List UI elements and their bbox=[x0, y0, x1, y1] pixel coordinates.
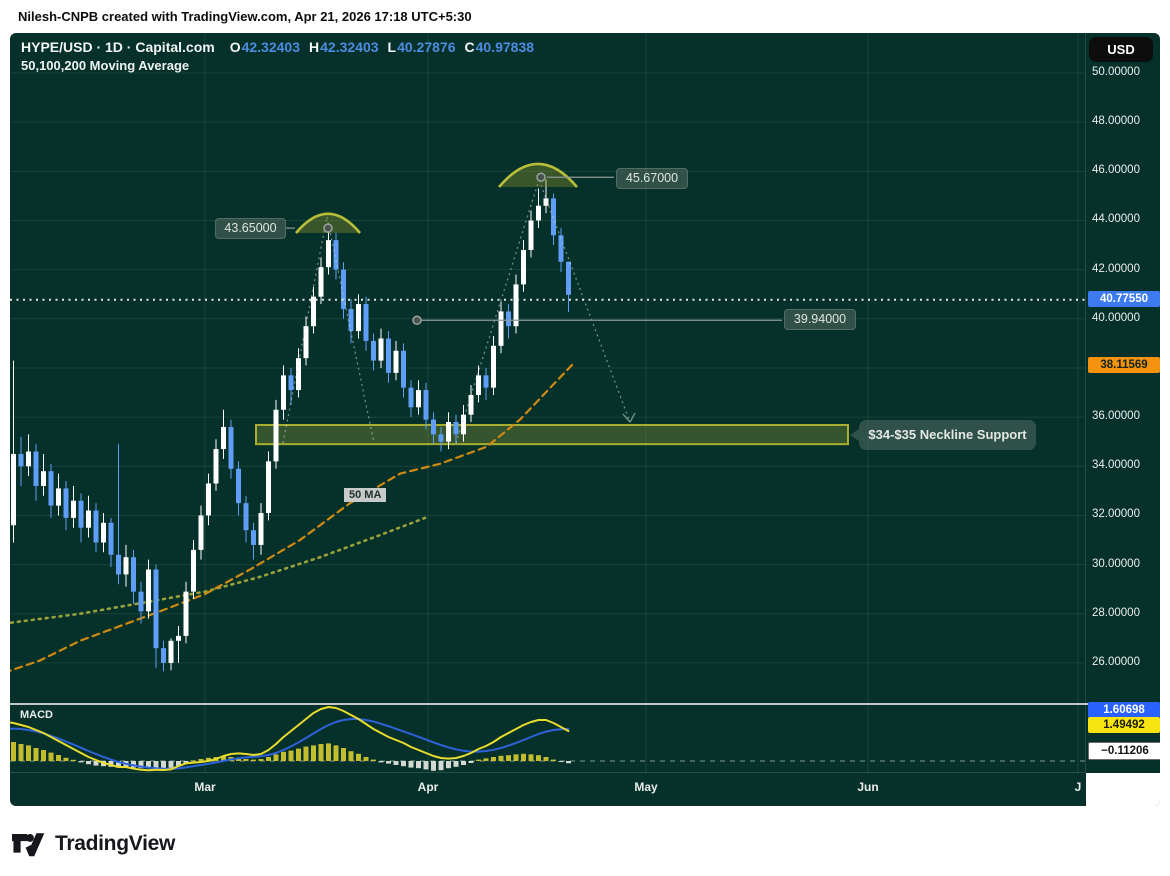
ma50-tag: 50 MA bbox=[344, 488, 387, 502]
macd-line-badge: 1.49492 bbox=[1088, 717, 1160, 733]
price-tick: 32.00000 bbox=[1092, 508, 1140, 521]
time-tick: Mar bbox=[194, 780, 216, 794]
price-callout-level[interactable]: 39.94000 bbox=[784, 309, 856, 330]
open-value: 42.32403 bbox=[241, 39, 300, 55]
price-tick: 44.00000 bbox=[1092, 213, 1140, 226]
attribution-text: Nilesh-CNPB created with TradingView.com… bbox=[18, 9, 472, 24]
low-value: 40.27876 bbox=[397, 39, 456, 55]
high-value: 42.32403 bbox=[320, 39, 379, 55]
last-price-badge: 40.77550 bbox=[1088, 291, 1160, 307]
price-callout-left-shoulder[interactable]: 43.65000 bbox=[215, 218, 286, 239]
neckline-support-label[interactable]: $34-$35 Neckline Support bbox=[850, 420, 1036, 450]
price-tick: 42.00000 bbox=[1092, 262, 1140, 275]
price-tick: 28.00000 bbox=[1092, 606, 1140, 619]
price-tick: 46.00000 bbox=[1092, 164, 1140, 177]
brand-text: TradingView bbox=[55, 832, 176, 855]
price-tick: 40.00000 bbox=[1092, 311, 1140, 324]
symbol-title[interactable]: HYPE/USD · 1D · Capital.com bbox=[21, 39, 215, 55]
high-label: H bbox=[309, 39, 320, 55]
price-tick: 48.00000 bbox=[1092, 115, 1140, 128]
price-chart-pane[interactable] bbox=[10, 33, 1085, 703]
macd-signal-badge: 1.60698 bbox=[1088, 702, 1160, 718]
price-tick: 34.00000 bbox=[1092, 459, 1140, 472]
open-label: O bbox=[229, 39, 241, 55]
price-axis-border bbox=[1085, 33, 1086, 773]
close-value: 40.97838 bbox=[475, 39, 535, 55]
close-label: C bbox=[464, 39, 475, 55]
indicator-legend[interactable]: 50,100,200 Moving Average bbox=[21, 58, 190, 73]
tradingview-logo-icon bbox=[12, 833, 45, 857]
price-tick: 36.00000 bbox=[1092, 410, 1140, 423]
macd-histogram-badge: −0.11206 bbox=[1088, 742, 1160, 760]
ohlc-values: O 42.32403 H 42.32403 L 40.27876 C 40.97838 bbox=[230, 39, 534, 55]
macd-bottom-border bbox=[10, 772, 1085, 773]
tradingview-link[interactable]: TradingView bbox=[12, 831, 175, 857]
time-tick: J bbox=[1074, 780, 1082, 794]
low-label: L bbox=[387, 39, 397, 55]
price-tick: 50.00000 bbox=[1092, 66, 1140, 78]
time-tick: Apr bbox=[417, 780, 439, 794]
price-tick: 26.00000 bbox=[1092, 655, 1140, 668]
macd-label[interactable]: MACD bbox=[20, 709, 53, 721]
ma50-value-badge: 38.11569 bbox=[1088, 357, 1160, 373]
macd-pane[interactable] bbox=[10, 705, 1085, 773]
time-tick: May bbox=[634, 780, 658, 794]
price-callout-head[interactable]: 45.67000 bbox=[616, 168, 688, 189]
price-tick: 30.00000 bbox=[1092, 557, 1140, 570]
pane-separator bbox=[10, 703, 1160, 705]
axis-corner bbox=[1086, 773, 1160, 806]
time-tick: Jun bbox=[857, 780, 879, 794]
currency-button[interactable]: USD bbox=[1089, 37, 1153, 62]
